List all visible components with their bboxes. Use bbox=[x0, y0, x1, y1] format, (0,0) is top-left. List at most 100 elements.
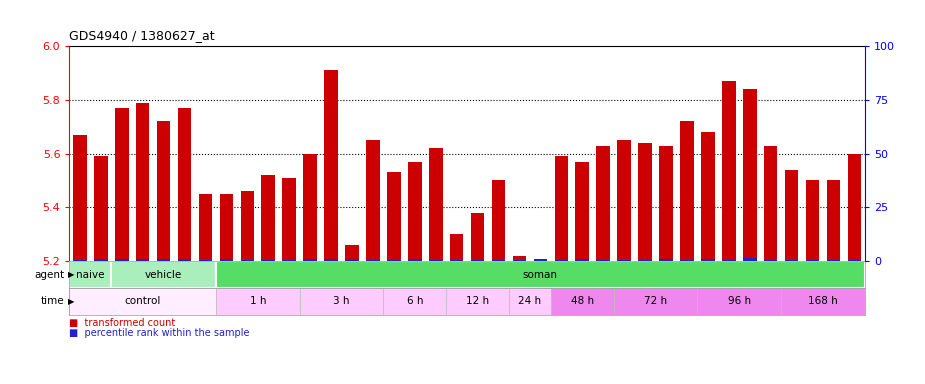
Bar bbox=[492, 180, 505, 261]
Text: naive: naive bbox=[76, 270, 105, 280]
Bar bbox=[784, 260, 798, 261]
Bar bbox=[115, 258, 129, 261]
Bar bbox=[115, 108, 129, 261]
Bar bbox=[597, 146, 610, 261]
Bar bbox=[136, 258, 150, 261]
Text: ■  percentile rank within the sample: ■ percentile rank within the sample bbox=[69, 328, 250, 338]
Text: GDS4940 / 1380627_at: GDS4940 / 1380627_at bbox=[69, 29, 215, 42]
Bar bbox=[512, 256, 526, 261]
Bar bbox=[492, 260, 505, 261]
Text: 6 h: 6 h bbox=[407, 296, 423, 306]
Bar bbox=[784, 170, 798, 261]
Bar bbox=[199, 260, 212, 261]
Bar bbox=[827, 260, 840, 261]
Bar bbox=[303, 154, 317, 261]
Text: 1 h: 1 h bbox=[250, 296, 266, 306]
Bar bbox=[325, 258, 338, 261]
Bar bbox=[219, 194, 233, 261]
Text: 96 h: 96 h bbox=[728, 296, 751, 306]
Text: 12 h: 12 h bbox=[466, 296, 489, 306]
Bar bbox=[806, 260, 820, 261]
Bar bbox=[429, 148, 442, 261]
Bar bbox=[69, 288, 216, 315]
Bar bbox=[617, 260, 631, 261]
Bar bbox=[69, 261, 111, 288]
Bar bbox=[303, 258, 317, 261]
Text: 72 h: 72 h bbox=[644, 296, 667, 306]
Bar bbox=[111, 261, 216, 288]
Bar bbox=[450, 260, 463, 261]
Bar bbox=[73, 260, 87, 261]
Bar bbox=[554, 156, 568, 261]
Bar bbox=[680, 260, 694, 261]
Text: soman: soman bbox=[523, 270, 558, 280]
Bar bbox=[743, 258, 757, 261]
Bar bbox=[509, 288, 551, 315]
Bar bbox=[512, 260, 526, 261]
Bar bbox=[743, 89, 757, 261]
Bar bbox=[282, 178, 296, 261]
Text: 3 h: 3 h bbox=[333, 296, 350, 306]
Text: ■  transformed count: ■ transformed count bbox=[69, 318, 176, 328]
Text: agent: agent bbox=[34, 270, 65, 280]
Bar bbox=[680, 121, 694, 261]
Bar bbox=[827, 180, 840, 261]
Bar bbox=[471, 213, 485, 261]
Bar bbox=[660, 146, 672, 261]
Bar bbox=[429, 260, 442, 261]
Bar bbox=[94, 259, 107, 261]
Bar bbox=[300, 288, 383, 315]
Text: time: time bbox=[41, 296, 65, 306]
Bar bbox=[178, 258, 191, 261]
Bar bbox=[471, 260, 485, 261]
Bar bbox=[617, 140, 631, 261]
Bar bbox=[240, 260, 254, 261]
Text: 24 h: 24 h bbox=[518, 296, 541, 306]
Bar bbox=[366, 260, 380, 261]
Bar bbox=[534, 261, 548, 275]
Bar bbox=[660, 258, 672, 261]
Bar bbox=[847, 260, 861, 261]
Bar bbox=[722, 260, 735, 261]
Text: vehicle: vehicle bbox=[145, 270, 182, 280]
Bar bbox=[638, 260, 652, 261]
Bar bbox=[216, 261, 865, 288]
Bar bbox=[345, 245, 359, 261]
Bar bbox=[554, 260, 568, 261]
Bar bbox=[325, 70, 338, 261]
Bar bbox=[219, 259, 233, 261]
Bar bbox=[73, 135, 87, 261]
Bar bbox=[847, 154, 861, 261]
Bar bbox=[240, 191, 254, 261]
Bar bbox=[597, 260, 610, 261]
Bar bbox=[450, 234, 463, 261]
Bar bbox=[156, 121, 170, 261]
Text: ▶: ▶ bbox=[68, 297, 75, 306]
Bar bbox=[408, 259, 422, 261]
Text: 168 h: 168 h bbox=[808, 296, 838, 306]
Bar bbox=[697, 288, 781, 315]
Bar bbox=[282, 260, 296, 261]
Bar bbox=[136, 103, 150, 261]
Bar bbox=[701, 258, 715, 261]
Bar bbox=[262, 175, 275, 261]
Bar bbox=[638, 143, 652, 261]
Bar bbox=[806, 180, 820, 261]
Bar bbox=[764, 146, 778, 261]
Bar bbox=[366, 140, 380, 261]
Bar bbox=[551, 288, 613, 315]
Bar bbox=[199, 194, 212, 261]
Bar bbox=[575, 258, 589, 261]
Bar bbox=[216, 288, 300, 315]
Bar bbox=[781, 288, 865, 315]
Bar bbox=[701, 132, 715, 261]
Text: 48 h: 48 h bbox=[571, 296, 594, 306]
Bar bbox=[534, 258, 548, 261]
Bar bbox=[575, 162, 589, 261]
Bar bbox=[262, 260, 275, 261]
Bar bbox=[722, 81, 735, 261]
Bar bbox=[764, 260, 778, 261]
Bar bbox=[94, 156, 107, 261]
Bar bbox=[387, 260, 401, 261]
Bar bbox=[345, 258, 359, 261]
